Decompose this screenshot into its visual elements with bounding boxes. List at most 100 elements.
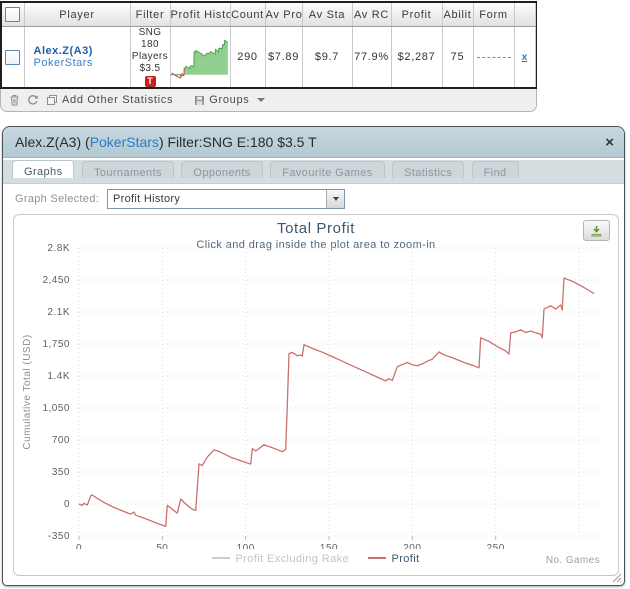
col-header-count[interactable]: Count: [230, 3, 266, 27]
svg-text:0: 0: [76, 543, 82, 549]
resize-grip-icon[interactable]: [611, 572, 622, 583]
svg-text:Cumulative Total (USD): Cumulative Total (USD): [22, 334, 33, 449]
legend-item-profit-excluding-rake[interactable]: Profit Excluding Rake: [212, 553, 349, 565]
tournament-filter-badge[interactable]: T: [144, 76, 156, 87]
graph-select-dropdown[interactable]: Profit History: [107, 189, 345, 209]
chart-export-button[interactable]: [583, 220, 610, 241]
form-sparkline: [476, 56, 511, 58]
av-rc-cell: 77.9%: [352, 26, 392, 87]
filter-line: SNG: [138, 27, 162, 38]
tab-opponents[interactable]: Opponents: [181, 161, 263, 179]
profit-history-cell[interactable]: [170, 26, 231, 87]
legend-label: Profit: [391, 553, 420, 565]
svg-text:1,050: 1,050: [42, 403, 70, 414]
add-other-statistics-label: Add Other Statistics: [62, 94, 174, 106]
ability-cell: 75: [442, 26, 474, 87]
dialog-title: Alex.Z(A3) (PokerStars) Filter:SNG E:180…: [15, 134, 317, 150]
tab-find[interactable]: Find: [471, 161, 519, 179]
graph-select-value: Profit History: [113, 193, 181, 205]
refresh-icon[interactable]: [27, 94, 39, 106]
groups-dropdown-icon: [256, 98, 265, 102]
dialog-title-suffix: ) Filter:SNG E:180 $3.5 T: [158, 134, 317, 150]
tab-tournaments[interactable]: Tournaments: [81, 161, 174, 179]
select-all-header[interactable]: [2, 3, 25, 27]
dialog-tabstrip: Graphs Tournaments Opponents Favourite G…: [3, 160, 624, 184]
player-cell[interactable]: Alex.Z(A3) PokerStars: [24, 26, 131, 87]
select-all-checkbox[interactable]: [5, 7, 21, 22]
filter-cell[interactable]: SNG 180 Players $3.5 T: [130, 26, 171, 87]
svg-text:100: 100: [237, 543, 255, 549]
filter-line: Players: [131, 51, 169, 62]
col-header-profit[interactable]: Profit: [391, 3, 443, 27]
graph-select-arrow-button[interactable]: [326, 190, 344, 208]
profit-chart-panel: Total Profit Click and drag inside the p…: [13, 214, 619, 576]
dialog-title-site: PokerStars: [89, 134, 159, 150]
col-header-spacer: [514, 3, 536, 27]
grid-toolbar: Add Other Statistics Groups: [0, 89, 537, 112]
row-close-cell[interactable]: x: [514, 26, 536, 87]
player-name[interactable]: Alex.Z(A3): [33, 45, 93, 57]
row-close-link[interactable]: x: [521, 52, 528, 63]
legend-swatch: [212, 557, 231, 559]
svg-text:1,750: 1,750: [42, 339, 70, 350]
delete-icon[interactable]: [9, 94, 20, 106]
graph-select-row: Graph Selected: Profit History: [15, 189, 345, 209]
col-header-av-sta[interactable]: Av Sta: [302, 3, 353, 27]
filter-line: 180: [141, 39, 159, 50]
svg-text:350: 350: [52, 467, 70, 478]
chart-legend: Profit Excluding Rake Profit: [14, 553, 618, 565]
legend-label: Profit Excluding Rake: [235, 553, 349, 565]
av-sta-cell: $9.7: [302, 26, 353, 87]
player-site: PokerStars: [33, 57, 93, 69]
col-header-av-rc[interactable]: Av RC: [352, 3, 392, 27]
row-checkbox[interactable]: [5, 49, 21, 65]
dialog-close-icon[interactable]: ×: [605, 133, 614, 151]
player-grid: Player Filter Profit Histo Count Av Pro …: [0, 1, 537, 89]
svg-text:0: 0: [64, 499, 70, 510]
profit-sparkline: [170, 39, 229, 79]
svg-text:2.1K: 2.1K: [47, 307, 70, 318]
chart-title: Total Profit: [276, 220, 356, 237]
form-cell: [473, 26, 515, 87]
tab-favourite-games[interactable]: Favourite Games: [270, 161, 385, 179]
svg-text:200: 200: [403, 543, 421, 549]
av-pro-cell: $7.89: [265, 26, 303, 87]
svg-text:1.4K: 1.4K: [47, 371, 70, 382]
col-header-av-pro[interactable]: Av Pro: [265, 3, 303, 27]
dialog-title-prefix: Alex.Z(A3) (: [15, 134, 90, 150]
grid-header-row: Player Filter Profit Histo Count Av Pro …: [2, 3, 536, 27]
svg-text:150: 150: [320, 543, 338, 549]
col-header-filter[interactable]: Filter: [130, 3, 171, 27]
profit-chart-plot[interactable]: -350 0 350 700 1,050 1.4K 1,750 2.1K 2,450 2.8K 0 5…: [14, 244, 616, 549]
profit-cell: $2,287: [391, 26, 443, 87]
svg-text:2.8K: 2.8K: [47, 244, 70, 254]
col-header-player[interactable]: Player: [24, 3, 131, 27]
graph-selected-label: Graph Selected:: [15, 193, 99, 205]
chevron-down-icon: [332, 197, 339, 201]
groups-button[interactable]: Groups: [194, 94, 265, 106]
col-header-ability[interactable]: Abilit: [442, 3, 474, 27]
add-statistics-icon: [46, 94, 58, 106]
col-header-form[interactable]: Form: [473, 3, 515, 27]
player-detail-dialog: Alex.Z(A3) (PokerStars) Filter:SNG E:180…: [2, 126, 625, 586]
player-grid-widget: Player Filter Profit Histo Count Av Pro …: [0, 1, 537, 112]
svg-text:-350: -350: [48, 531, 70, 542]
tab-statistics[interactable]: Statistics: [392, 161, 465, 179]
table-row[interactable]: Alex.Z(A3) PokerStars SNG 180 Players $3…: [2, 26, 536, 87]
tab-graphs[interactable]: Graphs: [12, 160, 75, 178]
filter-line: $3.5: [139, 63, 161, 74]
groups-label: Groups: [209, 94, 250, 106]
svg-text:250: 250: [487, 543, 505, 549]
count-cell: 290: [230, 26, 266, 87]
add-other-statistics-button[interactable]: Add Other Statistics: [46, 94, 173, 106]
legend-item-profit[interactable]: Profit: [368, 553, 419, 565]
x-axis-title: No. Games: [545, 555, 600, 566]
dialog-titlebar[interactable]: Alex.Z(A3) (PokerStars) Filter:SNG E:180…: [3, 127, 624, 158]
row-select-cell[interactable]: [2, 26, 25, 87]
legend-swatch: [368, 557, 387, 559]
svg-text:700: 700: [52, 435, 70, 446]
svg-text:2,450: 2,450: [42, 275, 70, 286]
svg-text:50: 50: [156, 543, 168, 549]
download-icon: [591, 225, 602, 237]
col-header-profit-history[interactable]: Profit Histo: [170, 3, 231, 27]
